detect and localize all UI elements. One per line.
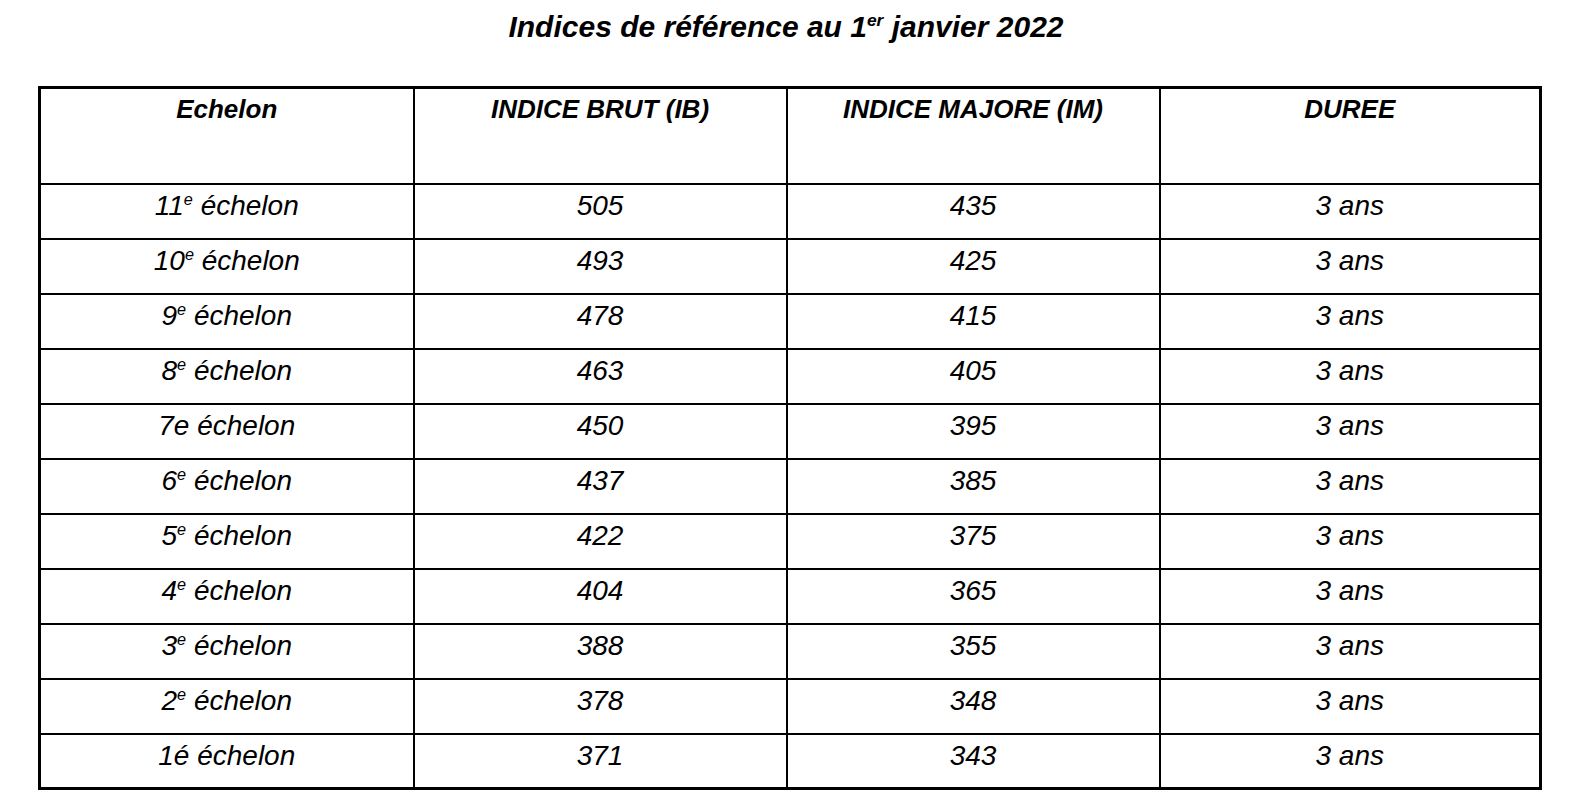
echelon-base-text: 3 [162, 630, 178, 661]
cell-echelon: 9e échelon [40, 294, 414, 349]
echelon-base-text: 5 [162, 520, 178, 551]
cell-indice-majore: 435 [787, 184, 1160, 239]
table-header-row: Echelon INDICE BRUT (IB) INDICE MAJORE (… [40, 88, 1541, 184]
echelon-base-text: 1é [158, 740, 189, 771]
column-header-duree: DUREE [1160, 88, 1541, 184]
cell-echelon: 7e échelon [40, 404, 414, 459]
table-row: 10e échelon 493 425 3 ans [40, 239, 1541, 294]
echelon-rest-text: échelon [186, 300, 292, 331]
cell-echelon: 6e échelon [40, 459, 414, 514]
cell-indice-brut: 422 [414, 514, 787, 569]
cell-indice-brut: 371 [414, 734, 787, 789]
table-row: 8e échelon 463 405 3 ans [40, 349, 1541, 404]
table-row: 2e échelon 378 348 3 ans [40, 679, 1541, 734]
cell-duree: 3 ans [1160, 514, 1541, 569]
echelon-base-text: 9 [162, 300, 178, 331]
echelon-superscript: e [177, 464, 186, 482]
table-row: 3e échelon 388 355 3 ans [40, 624, 1541, 679]
echelon-base-text: 4 [162, 575, 178, 606]
column-header-echelon: Echelon [40, 88, 414, 184]
echelon-superscript: e [185, 244, 194, 262]
table-row: 7e échelon 450 395 3 ans [40, 404, 1541, 459]
echelon-rest-text: échelon [193, 190, 299, 221]
echelon-rest-text: échelon [189, 410, 295, 441]
echelon-base-text: 7e [158, 410, 189, 441]
cell-duree: 3 ans [1160, 184, 1541, 239]
cell-duree: 3 ans [1160, 679, 1541, 734]
cell-echelon: 5e échelon [40, 514, 414, 569]
cell-echelon: 3e échelon [40, 624, 414, 679]
cell-indice-brut: 404 [414, 569, 787, 624]
cell-indice-brut: 450 [414, 404, 787, 459]
cell-duree: 3 ans [1160, 404, 1541, 459]
echelon-rest-text: échelon [186, 630, 292, 661]
cell-indice-brut: 478 [414, 294, 787, 349]
table-body: 11e échelon 505 435 3 ans 10e échelon 49… [40, 184, 1541, 789]
cell-duree: 3 ans [1160, 624, 1541, 679]
cell-indice-brut: 388 [414, 624, 787, 679]
cell-duree: 3 ans [1160, 294, 1541, 349]
cell-indice-brut: 493 [414, 239, 787, 294]
column-header-indice-majore: INDICE MAJORE (IM) [787, 88, 1160, 184]
cell-indice-majore: 385 [787, 459, 1160, 514]
table-row: 1é échelon 371 343 3 ans [40, 734, 1541, 789]
cell-indice-majore: 365 [787, 569, 1160, 624]
cell-indice-majore: 405 [787, 349, 1160, 404]
echelon-base-text: 10 [154, 245, 185, 276]
table-row: 6e échelon 437 385 3 ans [40, 459, 1541, 514]
cell-indice-majore: 343 [787, 734, 1160, 789]
echelon-rest-text: échelon [186, 520, 292, 551]
title-superscript: er [867, 10, 883, 30]
cell-indice-brut: 378 [414, 679, 787, 734]
echelon-rest-text: échelon [194, 245, 300, 276]
cell-indice-majore: 355 [787, 624, 1160, 679]
cell-indice-brut: 437 [414, 459, 787, 514]
echelon-superscript: e [184, 189, 193, 207]
cell-indice-majore: 375 [787, 514, 1160, 569]
echelon-rest-text: échelon [186, 465, 292, 496]
cell-duree: 3 ans [1160, 349, 1541, 404]
echelon-base-text: 2 [162, 685, 178, 716]
column-header-indice-brut: INDICE BRUT (IB) [414, 88, 787, 184]
cell-indice-majore: 348 [787, 679, 1160, 734]
echelon-superscript: e [177, 574, 186, 592]
echelon-superscript: e [177, 519, 186, 537]
echelon-rest-text: échelon [186, 575, 292, 606]
title-text-suffix: janvier 2022 [883, 10, 1063, 43]
cell-echelon: 10e échelon [40, 239, 414, 294]
table-row: 4e échelon 404 365 3 ans [40, 569, 1541, 624]
echelon-rest-text: échelon [186, 355, 292, 386]
echelon-superscript: e [177, 684, 186, 702]
cell-duree: 3 ans [1160, 459, 1541, 514]
echelon-base-text: 8 [162, 355, 178, 386]
table-row: 5e échelon 422 375 3 ans [40, 514, 1541, 569]
title-text-prefix: Indices de référence au 1 [508, 10, 867, 43]
echelon-superscript: e [177, 354, 186, 372]
echelon-base-text: 6 [162, 465, 178, 496]
cell-indice-majore: 395 [787, 404, 1160, 459]
cell-echelon: 1é échelon [40, 734, 414, 789]
cell-echelon: 11e échelon [40, 184, 414, 239]
echelon-base-text: 11 [155, 190, 184, 221]
cell-duree: 3 ans [1160, 734, 1541, 789]
cell-duree: 3 ans [1160, 239, 1541, 294]
cell-indice-brut: 463 [414, 349, 787, 404]
table-row: 11e échelon 505 435 3 ans [40, 184, 1541, 239]
echelon-superscript: e [177, 299, 186, 317]
page-title: Indices de référence au 1er janvier 2022 [0, 9, 1572, 45]
echelon-superscript: e [177, 629, 186, 647]
cell-indice-majore: 425 [787, 239, 1160, 294]
table-row: 9e échelon 478 415 3 ans [40, 294, 1541, 349]
cell-duree: 3 ans [1160, 569, 1541, 624]
cell-indice-majore: 415 [787, 294, 1160, 349]
cell-echelon: 8e échelon [40, 349, 414, 404]
cell-echelon: 2e échelon [40, 679, 414, 734]
cell-indice-brut: 505 [414, 184, 787, 239]
echelon-rest-text: échelon [189, 740, 295, 771]
echelon-rest-text: échelon [186, 685, 292, 716]
indices-table: Echelon INDICE BRUT (IB) INDICE MAJORE (… [38, 86, 1542, 790]
cell-echelon: 4e échelon [40, 569, 414, 624]
